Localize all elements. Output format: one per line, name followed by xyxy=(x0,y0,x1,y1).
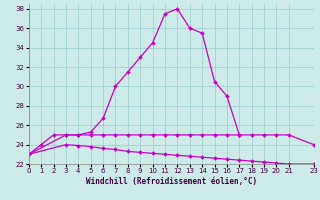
X-axis label: Windchill (Refroidissement éolien,°C): Windchill (Refroidissement éolien,°C) xyxy=(86,177,257,186)
